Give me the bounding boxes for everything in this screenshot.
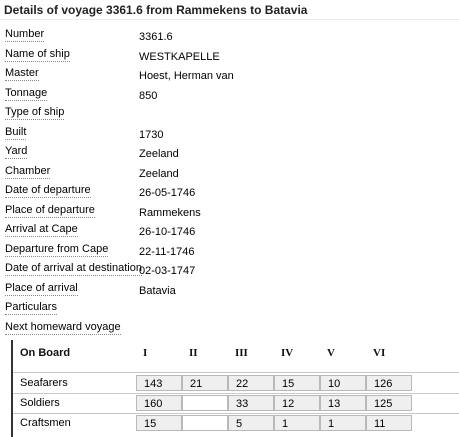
detail-label[interactable]: Arrival at Cape [5, 223, 78, 237]
detail-value: Zeeland [139, 148, 179, 160]
table-cell: 15 [136, 415, 182, 431]
detail-row-arrival-at-cape: Arrival at Cape 26-10-1746 [5, 222, 445, 240]
detail-row-yard: Yard Zeeland [5, 144, 445, 162]
detail-value: Zeeland [139, 167, 179, 180]
row-label: Seafarers [20, 377, 68, 389]
column-header: IV [281, 347, 294, 359]
detail-label[interactable]: Yard [5, 145, 28, 159]
column-header: I [143, 347, 148, 359]
table-cell: 143 [136, 375, 182, 391]
detail-row-place-of-arrival: Place of arrival Batavia [5, 281, 445, 299]
detail-label[interactable]: Number [5, 28, 45, 42]
detail-label[interactable]: Master [5, 67, 39, 81]
row-label: Soldiers [20, 397, 60, 409]
detail-value: Rammekens [139, 206, 201, 219]
table-cell: 5 [228, 415, 274, 431]
table-cell: 126 [366, 375, 412, 391]
detail-label[interactable]: Date of departure [5, 184, 91, 198]
detail-label[interactable]: Place of arrival [5, 281, 78, 296]
detail-value: 3361.6 [139, 31, 173, 43]
table-cell: 1 [274, 415, 320, 431]
table-cell: 15 [274, 375, 320, 391]
detail-row-type-of-ship: Type of ship [5, 105, 445, 123]
detail-row-place-of-departure: Place of departure Rammekens [5, 203, 445, 221]
detail-label[interactable]: Built [5, 125, 27, 140]
table-cell: 33 [228, 395, 274, 411]
detail-row-chamber: Chamber Zeeland [5, 164, 445, 182]
table-cell: 12 [274, 395, 320, 411]
detail-label[interactable]: Chamber [5, 164, 51, 179]
detail-row-tonnage: Tonnage 850 [5, 86, 445, 104]
table-cell [182, 395, 228, 411]
column-header: II [189, 347, 198, 359]
detail-row-built: Built 1730 [5, 125, 445, 143]
detail-value: 22-11-1746 [139, 245, 195, 258]
detail-value: Batavia [139, 284, 176, 297]
table-divider [13, 372, 459, 373]
detail-row-next-homeward-voyage: Next homeward voyage [5, 320, 445, 338]
detail-label[interactable]: Name of ship [5, 47, 70, 62]
table-cell: 125 [366, 395, 412, 411]
title-divider [0, 19, 459, 20]
page-title: Details of voyage 3361.6 from Rammekens … [4, 3, 308, 17]
detail-value: 02-03-1747 [139, 265, 196, 277]
detail-row-number: Number 3361.6 [5, 27, 445, 45]
detail-row-name-of-ship: Name of ship WESTKAPELLE [5, 47, 445, 65]
table-cell: 160 [136, 395, 182, 411]
detail-row-departure-from-cape: Departure from Cape 22-11-1746 [5, 242, 445, 260]
table-cell: 22 [228, 375, 274, 391]
column-header: VI [373, 347, 386, 359]
table-divider [13, 413, 459, 414]
detail-row-date-of-arrival: Date of arrival at destination 02-03-174… [5, 261, 445, 279]
table-cell: 11 [366, 415, 412, 431]
detail-label[interactable]: Place of departure [5, 203, 95, 218]
table-cell: 21 [182, 375, 228, 391]
detail-row-particulars: Particulars [5, 300, 445, 318]
detail-label[interactable]: Date of arrival at destination [5, 262, 142, 276]
table-divider [13, 393, 459, 394]
detail-value: WESTKAPELLE [139, 50, 220, 63]
detail-label[interactable]: Departure from Cape [5, 242, 109, 257]
detail-label[interactable]: Particulars [5, 301, 57, 315]
row-label: Craftsmen [20, 417, 71, 429]
table-cell: 13 [320, 395, 366, 411]
table-cell: 1 [320, 415, 366, 431]
detail-value: 1730 [139, 128, 164, 141]
table-cell: 10 [320, 375, 366, 391]
detail-label[interactable]: Next homeward voyage [5, 320, 121, 335]
column-header: V [327, 347, 335, 359]
detail-row-master: Master Hoest, Herman van [5, 66, 445, 84]
table-cell [182, 415, 228, 431]
detail-value: 850 [139, 89, 158, 102]
detail-value: 26-05-1746 [139, 187, 196, 199]
detail-label[interactable]: Tonnage [5, 86, 48, 101]
column-header: III [235, 347, 248, 359]
onboard-table: On Board I II III IV V VI Seafarers 143 … [11, 340, 459, 437]
detail-row-date-of-departure: Date of departure 26-05-1746 [5, 183, 445, 201]
detail-value: Hoest, Herman van [139, 70, 234, 82]
onboard-heading: On Board [20, 347, 71, 359]
detail-value: 26-10-1746 [139, 226, 196, 238]
detail-label[interactable]: Type of ship [5, 106, 65, 120]
